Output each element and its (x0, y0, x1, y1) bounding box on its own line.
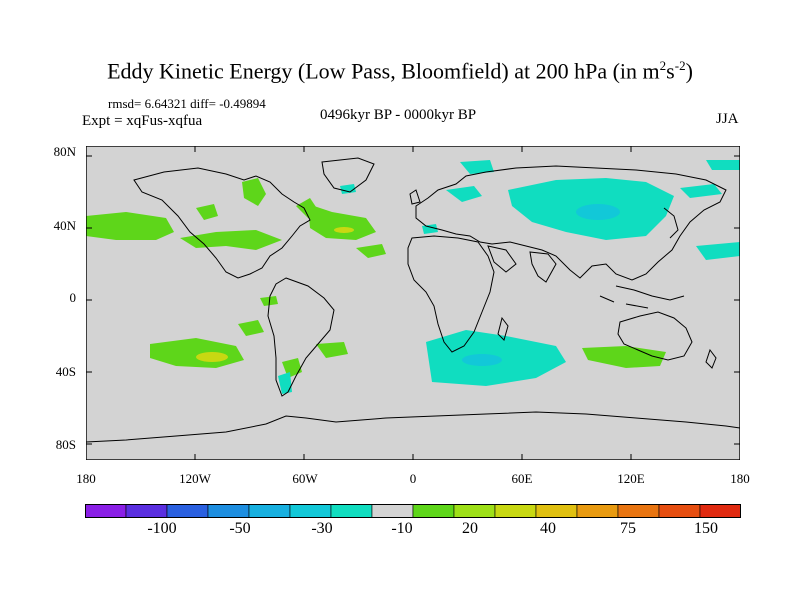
anomaly-nw-pacific (696, 242, 740, 260)
anomaly-hudson (242, 178, 266, 206)
anomaly-arctic (460, 160, 494, 174)
coast-se-asia-islands (599, 285, 685, 309)
rmsd-diff-label: rmsd= 6.64321 diff= -0.49894 (108, 96, 266, 111)
colorbar-cell (125, 504, 168, 518)
anomaly-europe (446, 186, 482, 202)
anomaly-kamchatka (680, 184, 722, 198)
map-title: Eddy Kinetic Energy (Low Pass, Bloomfiel… (107, 58, 693, 84)
period-label: 0496kyr BP - 0000kyr BP (320, 107, 477, 123)
coast-japan (663, 207, 679, 239)
colorbar-cell (576, 504, 619, 518)
colorbar-cell (412, 504, 455, 518)
anomaly-ne-pacific (196, 204, 218, 220)
anomaly-east-pacific (238, 320, 264, 336)
lon-label-0: 0 (409, 471, 417, 486)
colorbar-cell (617, 504, 660, 518)
coast-uk (409, 189, 421, 205)
anomaly-siberia (706, 160, 740, 170)
coast-greenland (321, 157, 375, 193)
colorbar-cell (371, 504, 414, 518)
coast-new-zealand (705, 348, 717, 369)
lon-label-60w: 60W (292, 471, 318, 486)
anomaly-south-atlantic-small (316, 342, 348, 358)
anomaly-core-south-pacific (196, 352, 228, 362)
lon-label-180e: 180 (730, 471, 750, 486)
anomaly-core-north-atlantic (334, 227, 354, 233)
positive-anomaly-core (196, 227, 354, 362)
lat-label-40s: 40S (55, 364, 76, 379)
lat-label-80s: 80S (55, 437, 76, 452)
positive-anomaly-regions (86, 178, 666, 378)
anomaly-mid-atlantic (356, 244, 386, 258)
lon-label-60e: 60E (511, 471, 533, 486)
anomaly-australia (582, 346, 666, 368)
colorbar (85, 504, 741, 518)
anomaly-north-atlantic (308, 204, 376, 240)
lat-label-40n: 40N (53, 218, 76, 233)
season-label: JJA (716, 111, 739, 127)
lon-label-120e: 120E (617, 471, 645, 486)
colorbar-label-40: 40 (540, 520, 556, 537)
coast-eurasia (415, 165, 727, 281)
coast-north-america (133, 167, 311, 279)
colorbar-cell (330, 504, 373, 518)
coast-australia (617, 311, 693, 361)
colorbar-label-m100: -100 (147, 520, 177, 537)
colorbar-label-150: 150 (694, 520, 718, 537)
colorbar-label-m10: -10 (391, 520, 413, 537)
anomaly-n-pacific (86, 212, 174, 240)
anomaly-south-america-tip (278, 372, 292, 394)
coast-africa (407, 235, 495, 353)
colorbar-cell (453, 504, 496, 518)
anomaly-core-south-indian (462, 354, 502, 366)
negative-anomaly-core (462, 204, 620, 366)
colorbar-cell (535, 504, 578, 518)
coast-arabia (487, 245, 517, 273)
colorbar-cell (289, 504, 332, 518)
colorbar-cell (248, 504, 291, 518)
lat-label-80n: 80N (53, 144, 76, 159)
colorbar-label-75: 75 (620, 520, 636, 537)
colorbar-label-m50: -50 (229, 520, 251, 537)
colorbar-cell (494, 504, 537, 518)
colorbar-cells (85, 504, 741, 518)
coast-antarctica (86, 411, 740, 443)
colorbar-cell (85, 504, 127, 518)
anomaly-greenland-east (340, 184, 356, 194)
anomaly-core-eurasia (576, 204, 620, 220)
coastlines (86, 157, 740, 443)
lat-label-0: 0 (69, 290, 77, 305)
colorbar-frame (85, 504, 741, 518)
colorbar-cell (658, 504, 701, 518)
colorbar-label-m30: -30 (311, 520, 333, 537)
map-ticks (86, 146, 740, 460)
coast-madagascar (497, 316, 509, 341)
colorbar-cell (207, 504, 250, 518)
colorbar-cell (166, 504, 209, 518)
coast-india (529, 251, 557, 283)
colorbar-cell (699, 504, 741, 518)
colorbar-label-20: 20 (462, 520, 478, 537)
lon-label-120w: 120W (179, 471, 211, 486)
lon-label-180w: 180 (76, 471, 96, 486)
experiment-label: Expt = xqFus-xqfua (82, 113, 203, 129)
coast-south-america (267, 277, 335, 397)
world-map (86, 146, 740, 460)
